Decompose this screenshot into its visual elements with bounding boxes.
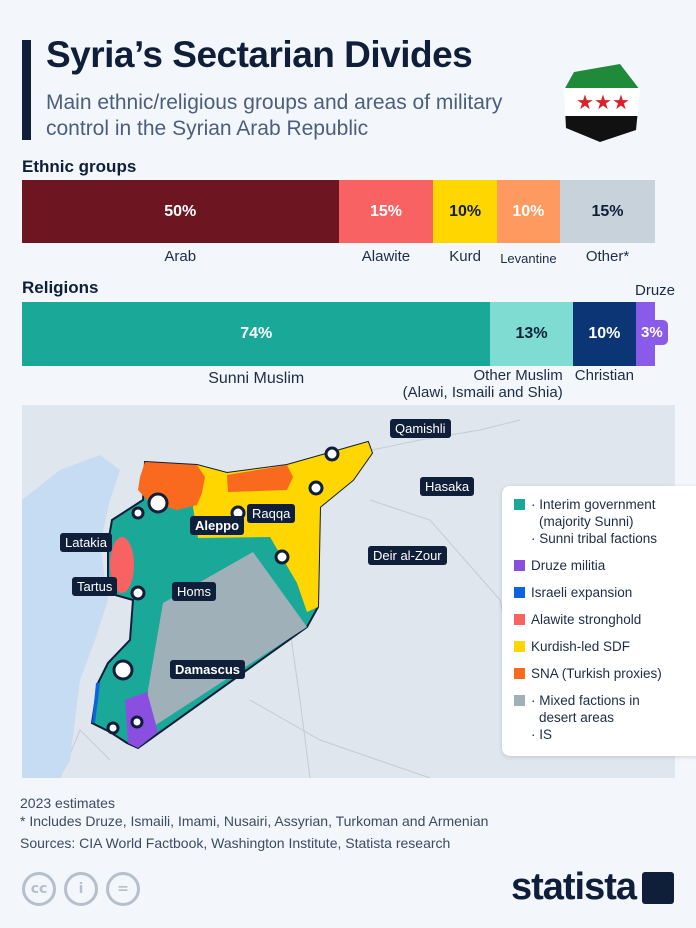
legend-swatch bbox=[514, 641, 525, 652]
religions-heading: Religions bbox=[22, 278, 99, 297]
footnote: * Includes Druze, Ismaili, Imami, Nusair… bbox=[20, 813, 489, 829]
legend-text: Kurdish-led SDF bbox=[531, 639, 631, 654]
map-legend: · Interim government (majority Sunni) · Su… bbox=[502, 486, 696, 756]
page-title: Syria’s Sectarian Divides bbox=[46, 34, 473, 75]
data-label: 50% bbox=[164, 202, 197, 220]
statista-logo-text: statista bbox=[510, 866, 637, 908]
legend-item: Israeli expansion bbox=[514, 584, 692, 601]
svg-text:★: ★ bbox=[576, 90, 594, 114]
category-label: Other* bbox=[585, 248, 630, 265]
legend-text: Alawite stronghold bbox=[531, 612, 642, 627]
region-israeli bbox=[92, 683, 100, 723]
legend-swatch bbox=[514, 668, 525, 679]
bar-segment-alawite: 15% bbox=[338, 180, 434, 243]
ethnic-groups-bar: 50% 15% 10% 10% 15% bbox=[22, 180, 655, 243]
sources: Sources: CIA World Factbook, Washington … bbox=[20, 835, 451, 851]
data-label: 74% bbox=[240, 325, 273, 342]
category-label: Christian bbox=[574, 367, 634, 384]
bar-segment-levantine: 10% bbox=[496, 180, 561, 243]
legend-swatch bbox=[514, 587, 525, 598]
category-label: Levantine bbox=[500, 251, 557, 266]
attribution-icon[interactable]: i bbox=[64, 872, 98, 906]
title-accent-bar bbox=[22, 40, 31, 140]
city-label-latakia: Latakia bbox=[60, 533, 112, 552]
data-label: 13% bbox=[515, 325, 548, 342]
legend-swatch bbox=[514, 695, 525, 706]
data-label: 10% bbox=[512, 202, 545, 220]
data-label: 10% bbox=[588, 325, 621, 342]
data-label: 15% bbox=[591, 202, 624, 220]
category-label: Kurd bbox=[449, 248, 481, 265]
legend-text: · Interim government (majority Sunni) · Su… bbox=[531, 497, 658, 546]
city-label-raqqa: Raqqa bbox=[247, 504, 296, 523]
city-label-hasaka: Hasaka bbox=[420, 477, 475, 496]
legend-item: SNA (Turkish proxies) bbox=[514, 665, 692, 682]
legend-text: Israeli expansion bbox=[531, 585, 633, 600]
religions-bar: 74% 13% 10% 3% bbox=[22, 302, 668, 366]
legend-swatch bbox=[514, 499, 525, 510]
city-label-homs: Homs bbox=[172, 582, 216, 601]
category-label: Alawite bbox=[361, 248, 411, 265]
legend-item: Alawite stronghold bbox=[514, 611, 692, 628]
legend-item: · Mixed factions in desert areas · IS bbox=[514, 692, 692, 743]
city-label-damascus: Damascus bbox=[170, 660, 246, 679]
statista-logo[interactable]: statista bbox=[511, 866, 674, 909]
legend-text: SNA (Turkish proxies) bbox=[531, 666, 662, 681]
legend-item: Druze militia bbox=[514, 557, 692, 574]
bar-segment-christian: 10% bbox=[572, 302, 636, 366]
no-derivatives-icon[interactable]: = bbox=[106, 872, 140, 906]
bar-segment-druze: 3% bbox=[635, 302, 668, 366]
svg-text:★: ★ bbox=[594, 90, 612, 114]
category-label: Other Muslim bbox=[473, 367, 563, 384]
data-label: 15% bbox=[369, 202, 402, 220]
bar-segment-kurd: 10% bbox=[433, 180, 497, 243]
syria-flag-icon: ★ ★ ★ bbox=[564, 64, 640, 142]
svg-text:★: ★ bbox=[612, 90, 630, 114]
statista-logo-mark bbox=[642, 871, 674, 904]
region-sna-north bbox=[227, 465, 293, 492]
legend-text: · Mixed factions in desert areas · IS bbox=[531, 693, 640, 742]
page-subtitle: Main ethnic/religious groups and areas o… bbox=[46, 91, 503, 140]
legend-swatch bbox=[514, 614, 525, 625]
city-label-qamishli: Qamishli bbox=[390, 419, 451, 438]
category-label: Sunni Muslim bbox=[208, 370, 305, 387]
estimates-note: 2023 estimates bbox=[20, 795, 115, 811]
legend-text: Druze militia bbox=[531, 558, 606, 573]
cc-icon[interactable]: cc bbox=[22, 872, 56, 906]
bar-segment-arab: 50% bbox=[22, 180, 339, 243]
legend-item: · Interim government (majority Sunni) · Su… bbox=[514, 496, 692, 547]
data-label: 10% bbox=[449, 202, 482, 220]
bar-segment-other: 15% bbox=[560, 180, 655, 243]
category-label: Arab bbox=[164, 248, 197, 265]
bar-segment-sunni: 74% bbox=[22, 302, 491, 366]
ethnic-groups-heading: Ethnic groups bbox=[22, 157, 137, 176]
city-label-aleppo: Aleppo bbox=[190, 516, 245, 535]
bar-segment-other: 13% bbox=[490, 302, 573, 366]
category-label: Druze bbox=[634, 282, 676, 299]
city-label-tartus: Tartus bbox=[72, 577, 118, 596]
legend-item: Kurdish-led SDF bbox=[514, 638, 692, 655]
city-label-deir-al-zour: Deir al-Zour bbox=[368, 546, 447, 565]
data-label: 3% bbox=[635, 320, 668, 345]
category-label: (Alawi, Ismaili and Shia) bbox=[402, 384, 563, 401]
legend-swatch bbox=[514, 560, 525, 571]
